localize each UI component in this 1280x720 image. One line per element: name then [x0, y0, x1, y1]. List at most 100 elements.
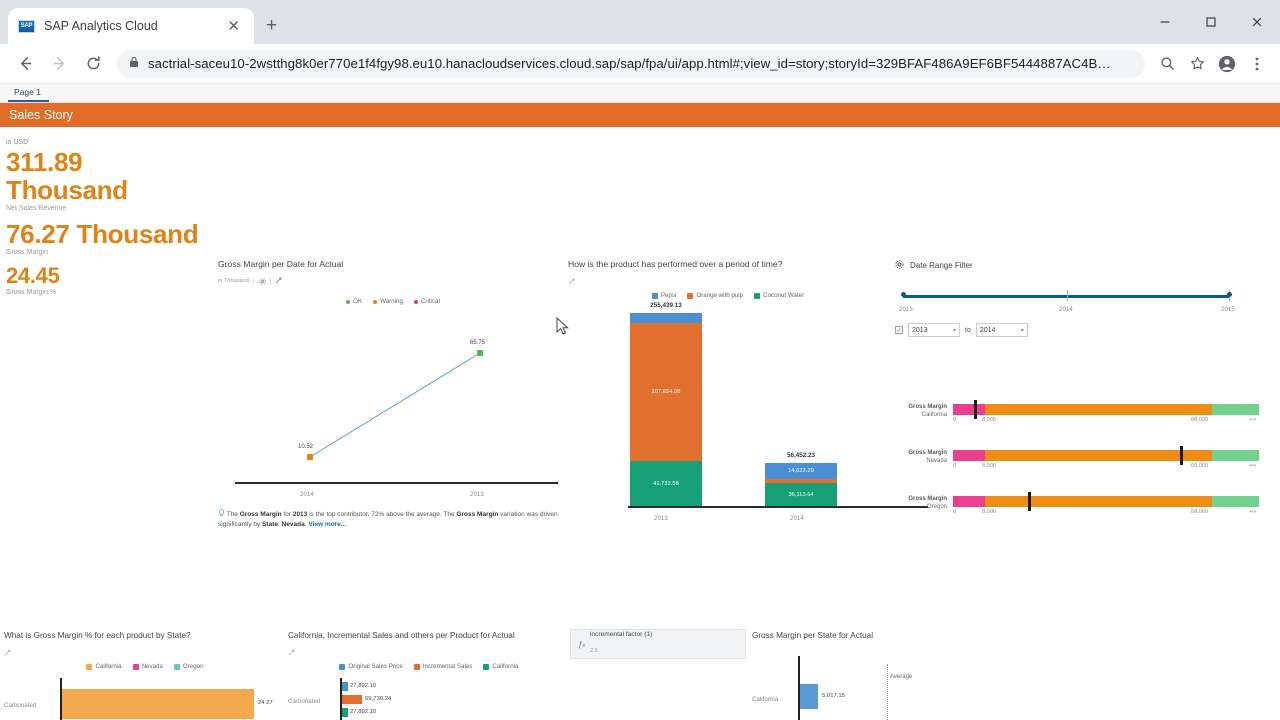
legend-label-incremental-sales: Incremental Sales — [422, 663, 473, 670]
legend-item-original-sales-price[interactable]: Original Sales Price — [339, 663, 403, 670]
legend-swatch-nevada-gmpct — [132, 663, 139, 670]
slider-label-2014: 2014 — [1059, 306, 1073, 313]
legend-item-orange-with-pulp[interactable]: Orange with pulp — [687, 292, 743, 299]
legend-item-california-inc[interactable]: California — [483, 663, 519, 670]
legend-stacked-chart: Pepsi Orange with pulp Coconut Water — [568, 292, 888, 299]
slider-knob-end[interactable] — [1227, 292, 1232, 297]
insight-part-2: for — [281, 511, 293, 518]
line-chart-x-axis — [235, 482, 558, 484]
legend-item-oregon-gmpct[interactable]: Oregon — [173, 663, 204, 670]
resize-icon-incremental[interactable] — [288, 649, 295, 658]
bar-california-gms[interactable] — [800, 684, 818, 709]
legend-swatch-orange — [687, 292, 694, 299]
bar-carbonated-original[interactable] — [342, 682, 348, 691]
slider-knob-start[interactable] — [901, 292, 906, 297]
bullet-band-ok-oregon — [1211, 496, 1259, 507]
data-point-2013[interactable] — [477, 350, 483, 356]
bar-segment-pepsi-2014[interactable]: 14,622.29 — [765, 463, 837, 479]
date-range-to-label: to — [965, 326, 971, 334]
bullet-chart-california[interactable]: Gross Margin California 0 8,000 60,000 +… — [895, 399, 1275, 445]
kpi-label-gross-margin-pct: Gross Margin % — [6, 288, 57, 296]
slider-track[interactable] — [903, 295, 1230, 298]
bullet-bands-nevada — [953, 450, 1259, 461]
date-from-select[interactable]: 2013 ▾ — [908, 323, 960, 337]
lock-icon — [129, 56, 139, 71]
view-more-link[interactable]: View more... — [308, 520, 347, 528]
incremental-y-axis — [340, 678, 342, 720]
browser-tab-sap-analytics-cloud[interactable]: SAP SAP Analytics Cloud ✕ — [8, 8, 254, 44]
bookmark-star-icon[interactable] — [1182, 49, 1212, 79]
bullet-title-nevada: Gross Margin Nevada — [895, 449, 947, 465]
more-menu-icon[interactable] — [1242, 49, 1272, 79]
legend-item-ok[interactable]: OK — [346, 298, 362, 305]
legend-item-nevada-gmpct[interactable]: Nevada — [132, 663, 163, 670]
profile-icon[interactable] — [1212, 49, 1242, 79]
story-page-tabs: Page 1 — [0, 84, 1280, 103]
legend-swatch-coconut — [754, 292, 761, 299]
bullet-tick-8000-nevada: 8,000 — [982, 463, 996, 469]
legend-item-california-gmpct[interactable]: California — [86, 663, 122, 670]
legend-item-critical[interactable]: Critical — [413, 298, 440, 305]
back-button[interactable] — [8, 47, 42, 81]
legend-item-coconut-water[interactable]: Coconut Water — [754, 292, 804, 299]
page-tab-page-1[interactable]: Page 1 — [8, 85, 49, 102]
bullet-title-oregon: Gross Margin Oregon — [895, 495, 947, 511]
bar-carbonated-california[interactable] — [342, 708, 348, 717]
tab-title: SAP Analytics Cloud — [44, 19, 158, 33]
close-tab-icon[interactable]: ✕ — [227, 17, 240, 35]
bullet-chart-nevada[interactable]: Gross Margin Nevada 0 8,000 60,000 +∞ — [895, 445, 1275, 491]
bar-segment-coconut-2013[interactable]: 41,732.58 — [630, 461, 702, 506]
category-label-carbonated: Carbonated — [4, 702, 37, 709]
stacked-column-2014[interactable]: 56,452.23 14,622.29 36,113.64 — [765, 452, 837, 506]
bullet-measure-nevada: Gross Margin — [908, 450, 947, 456]
resize-icon-stacked[interactable] — [568, 278, 575, 287]
incremental-factor-value: 2.5 — [589, 648, 598, 655]
date-to-select[interactable]: 2014 ▾ — [975, 323, 1028, 337]
chevron-down-icon-to: ▾ — [1020, 327, 1024, 334]
address-bar[interactable]: sactrial-saceu10-2wstthg8k0er770e1f4fgy9… — [117, 49, 1145, 78]
forward-button[interactable] — [42, 47, 76, 81]
close-window-icon[interactable] — [1234, 0, 1280, 44]
legend-swatch-pepsi — [651, 292, 658, 299]
bullet-tick-inf-california: +∞ — [1249, 417, 1257, 423]
reload-button[interactable] — [76, 47, 110, 81]
bar-value-carbonated-incremental: 69,730.24 — [365, 696, 392, 702]
gm-pct-plot: Carbonated 24.27 Juices 25.06 Others 22.… — [4, 678, 286, 720]
bar-total-2013: 255,439.13 — [650, 302, 682, 309]
legend-item-warning[interactable]: Warning — [373, 298, 403, 305]
legend-swatch-ok — [346, 299, 351, 304]
data-label-2014: 10.52 — [298, 444, 314, 450]
bar-segment-orange-2014[interactable] — [765, 479, 837, 483]
legend-item-incremental-sales[interactable]: Incremental Sales — [413, 663, 473, 670]
bar-segment-orange-2013[interactable]: 207,654.08 — [630, 323, 702, 461]
legend-item-pepsi[interactable]: Pepsi — [651, 292, 676, 299]
resize-icon[interactable] — [275, 277, 282, 286]
maximize-icon[interactable] — [1188, 0, 1234, 44]
legend-gm-pct: California Nevada Oregon — [4, 663, 286, 670]
bar-segment-coconut-2014[interactable]: 36,113.64 — [765, 483, 837, 506]
chart-title-line: Gross Margin per Date for Actual — [218, 259, 344, 269]
new-tab-button[interactable]: + — [266, 15, 278, 36]
window-controls — [1142, 0, 1280, 44]
story-title-bar: Sales Story — [0, 103, 1280, 127]
bar-value-carbonated-original: 27,892.10 — [350, 683, 377, 689]
bar-segment-pepsi-2013[interactable] — [630, 313, 702, 323]
minimize-icon[interactable] — [1142, 0, 1188, 44]
widget-incremental-factor[interactable]: ƒx incremental factor (1) 2.5 — [570, 629, 746, 659]
search-icon[interactable] — [1152, 49, 1182, 79]
bullet-chart-oregon[interactable]: Gross Margin Oregon 0 8,000 60,000 +∞ — [895, 491, 1275, 537]
date-range-checkbox[interactable]: ✓ — [895, 326, 903, 334]
bar-carbonated-california[interactable] — [62, 689, 254, 719]
data-point-2014[interactable] — [307, 454, 313, 460]
bullet-band-critical-california — [953, 404, 986, 415]
bullet-band-warning-nevada — [985, 450, 1212, 461]
line-chart-series — [309, 352, 481, 458]
resize-icon-gm-pct[interactable] — [4, 649, 11, 658]
date-range-slider[interactable]: 2013 2014 2015 — [895, 287, 1275, 317]
bar-carbonated-incremental[interactable] — [342, 695, 362, 704]
category-label-carbonated-inc: Carbonated — [288, 698, 321, 705]
stacked-column-2013[interactable]: 255,439.13 207,654.08 41,732.58 — [630, 302, 702, 506]
settings-gear-icon[interactable] — [258, 272, 266, 290]
filter-gear-icon[interactable] — [895, 260, 904, 271]
bar-value-carbonated: 24.27 — [258, 700, 273, 706]
